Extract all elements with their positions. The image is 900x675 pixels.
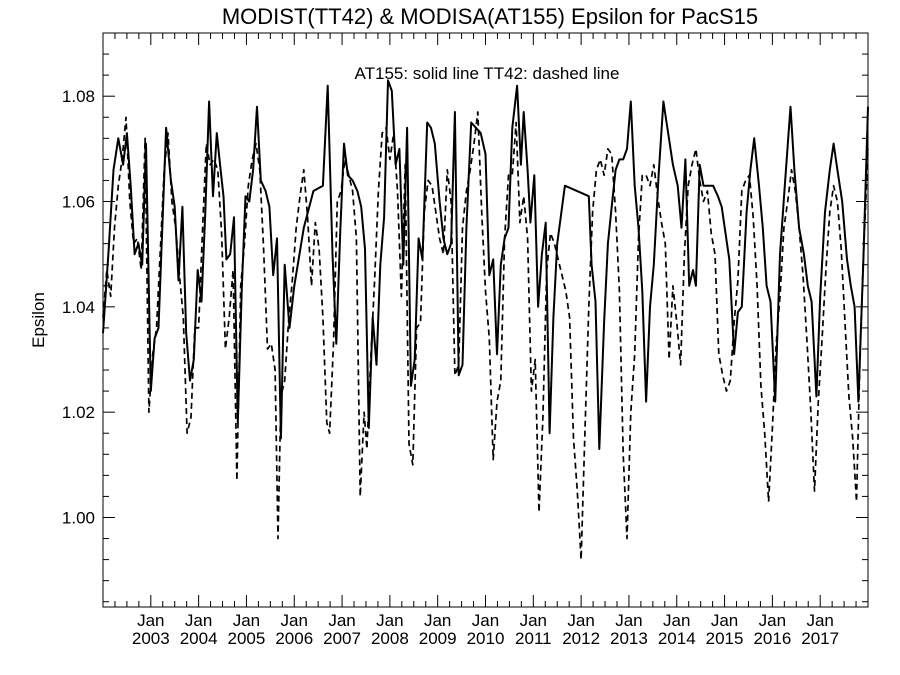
- x-tick-year-label: 2005: [228, 629, 266, 648]
- series-line-at155: [102, 79, 869, 450]
- x-tick-year-label: 2004: [180, 629, 218, 648]
- y-tick-label: 1.00: [62, 508, 95, 527]
- plot-frame: [102, 32, 869, 608]
- x-tick-year-label: 2016: [753, 629, 791, 648]
- x-tick-year-label: 2008: [371, 629, 409, 648]
- series-line-tt42: [102, 111, 869, 561]
- x-tick-year-label: 2012: [562, 629, 600, 648]
- y-tick-label: 1.04: [62, 298, 95, 317]
- x-tick-year-label: 2006: [275, 629, 313, 648]
- y-tick-label: 1.08: [62, 87, 95, 106]
- y-tick-label: 1.06: [62, 193, 95, 212]
- x-tick-month-label: Jan: [615, 611, 642, 630]
- x-tick-year-label: 2010: [467, 629, 505, 648]
- x-tick-month-label: Jan: [233, 611, 260, 630]
- x-tick-month-label: Jan: [424, 611, 451, 630]
- x-tick-year-label: 2003: [132, 629, 170, 648]
- chart-title: MODIST(TT42) & MODISA(AT155) Epsilon for…: [222, 4, 758, 29]
- axis-ticks: 1.001.021.041.061.08Jan2003Jan2004Jan200…: [62, 33, 868, 648]
- x-tick-year-label: 2011: [515, 629, 552, 648]
- x-tick-year-label: 2007: [323, 629, 361, 648]
- x-tick-month-label: Jan: [520, 611, 547, 630]
- x-tick-month-label: Jan: [472, 611, 499, 630]
- x-tick-month-label: Jan: [137, 611, 164, 630]
- x-tick-year-label: 2014: [658, 629, 696, 648]
- x-tick-month-label: Jan: [185, 611, 212, 630]
- series-layer: [102, 79, 869, 561]
- x-tick-year-label: 2013: [610, 629, 648, 648]
- x-tick-month-label: Jan: [567, 611, 594, 630]
- x-tick-month-label: Jan: [806, 611, 833, 630]
- x-tick-month-label: Jan: [759, 611, 786, 630]
- x-tick-month-label: Jan: [711, 611, 738, 630]
- x-tick-month-label: Jan: [376, 611, 403, 630]
- y-axis-label: Epsilon: [29, 292, 48, 348]
- x-tick-month-label: Jan: [281, 611, 308, 630]
- x-tick-year-label: 2015: [706, 629, 744, 648]
- y-tick-label: 1.02: [62, 403, 95, 422]
- line-style-annotation: AT155: solid line TT42: dashed line: [355, 64, 620, 83]
- x-tick-month-label: Jan: [328, 611, 355, 630]
- x-tick-year-label: 2009: [419, 629, 457, 648]
- x-tick-year-label: 2017: [801, 629, 839, 648]
- x-tick-month-label: Jan: [663, 611, 690, 630]
